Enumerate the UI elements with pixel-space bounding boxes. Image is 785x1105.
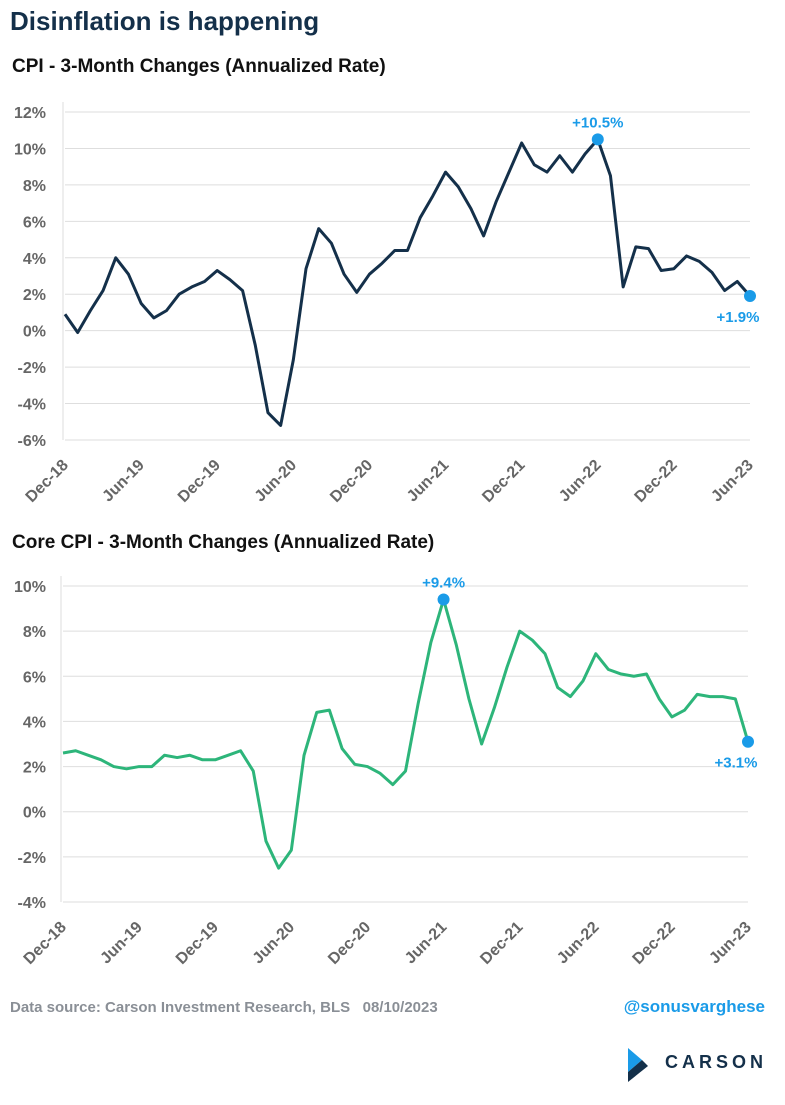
logo: CARSON: [665, 1052, 767, 1072]
y-tick-label: -2%: [18, 360, 46, 377]
y-tick-label: 0%: [23, 324, 46, 341]
x-tick-label: Jun-23: [708, 457, 757, 506]
x-tick-label: Dec-20: [325, 919, 374, 968]
y-tick-label: 0%: [23, 805, 46, 822]
source: Data source: Carson Investment Research,…: [10, 999, 438, 1016]
y-tick-label: -2%: [18, 850, 46, 867]
data-line: [63, 137, 752, 427]
y-tick-label: 8%: [23, 178, 46, 195]
y-tick-label: 10%: [14, 579, 46, 596]
x-tick-label: Jun-22: [554, 919, 603, 968]
chart-title: CPI - 3-Month Changes (Annualized Rate): [12, 56, 386, 77]
x-tick-label: Jun-20: [250, 919, 299, 968]
y-tick-label: -6%: [18, 433, 46, 450]
x-tick-label: Jun-21: [404, 457, 453, 506]
y-tick-label: 2%: [23, 287, 46, 304]
x-tick-label: Dec-21: [477, 919, 526, 968]
handle: @sonusvarghese: [624, 997, 765, 1016]
y-tick-label: 12%: [14, 105, 46, 122]
x-tick-label: Dec-21: [479, 457, 528, 506]
highlight-marker: [437, 593, 450, 606]
y-tick-label: 4%: [23, 251, 46, 268]
data-line: [62, 598, 750, 870]
value-label: +9.4%: [422, 575, 465, 592]
x-tick-label: Jun-19: [97, 919, 146, 968]
x-tick-label: Dec-22: [630, 919, 679, 968]
y-tick-label: -4%: [18, 895, 46, 912]
x-tick-label: Dec-22: [632, 457, 681, 506]
x-tick-label: Jun-20: [252, 457, 301, 506]
y-tick-label: 6%: [23, 669, 46, 686]
page-title: Disinflation is happening: [10, 6, 319, 36]
y-tick-label: -4%: [18, 397, 46, 414]
x-tick-label: Jun-21: [402, 919, 451, 968]
x-tick-label: Dec-19: [173, 919, 222, 968]
x-tick-label: Jun-22: [556, 457, 605, 506]
logo-icon: [628, 1048, 648, 1082]
y-tick-label: 8%: [23, 624, 46, 641]
y-tick-label: 4%: [23, 714, 46, 731]
value-label: +1.9%: [717, 309, 760, 326]
y-tick-label: 10%: [14, 141, 46, 158]
highlight-marker: [591, 133, 604, 146]
x-tick-label: Jun-19: [99, 457, 148, 506]
x-tick-label: Dec-18: [21, 919, 70, 968]
x-tick-label: Jun-23: [706, 919, 755, 968]
y-tick-label: 6%: [23, 214, 46, 231]
x-tick-label: Dec-18: [23, 457, 72, 506]
x-tick-label: Dec-19: [175, 457, 224, 506]
highlight-marker: [742, 735, 754, 748]
chart-title: Core CPI - 3-Month Changes (Annualized R…: [12, 532, 434, 553]
highlight-marker: [744, 290, 756, 303]
value-label: +3.1%: [715, 755, 758, 772]
y-tick-label: 2%: [23, 760, 46, 777]
x-tick-label: Dec-20: [327, 457, 376, 506]
value-label: +10.5%: [572, 114, 623, 131]
